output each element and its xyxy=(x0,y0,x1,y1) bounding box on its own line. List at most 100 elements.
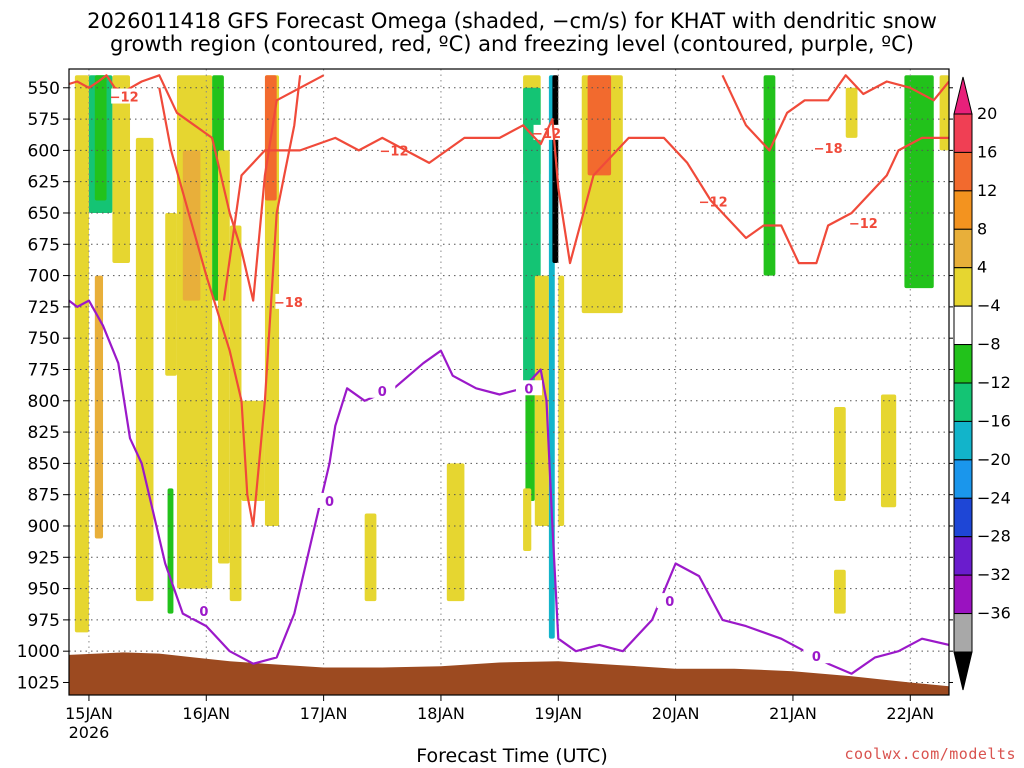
colorbar-label: −20 xyxy=(977,450,1011,469)
dgz-contour-line xyxy=(69,74,325,302)
colorbar-swatch xyxy=(953,459,973,499)
y-tick-label: 875 xyxy=(28,486,60,506)
y-tick-label: 900 xyxy=(28,517,60,537)
colorbar-under-triangle xyxy=(953,651,973,691)
omega-region xyxy=(446,463,465,602)
colorbar-swatch xyxy=(953,151,973,192)
omega-region xyxy=(880,394,897,508)
omega-region xyxy=(218,150,230,564)
freezing-contour-label-bg xyxy=(656,593,683,609)
freezing-contour-label: 0 xyxy=(812,650,821,665)
omega-region xyxy=(165,212,177,376)
omega-region xyxy=(939,75,949,151)
freezing-contour-line xyxy=(69,299,949,675)
y-tick-label: 550 xyxy=(28,79,60,99)
colorbar-label: −12 xyxy=(977,373,1011,392)
dgz-contour-line xyxy=(222,118,949,301)
omega-region xyxy=(587,75,612,176)
colorbar-label: 12 xyxy=(977,181,997,200)
y-tick-label: 650 xyxy=(28,204,60,224)
colorbar-label: −4 xyxy=(977,296,1001,315)
omega-region xyxy=(74,75,89,633)
colorbar-label: 16 xyxy=(977,142,997,161)
y-tick-label: 800 xyxy=(28,392,60,412)
y-tick-label: 825 xyxy=(28,423,60,443)
colorbar-swatch xyxy=(953,420,973,461)
dgz-contour-label-bg xyxy=(700,193,727,209)
colorbar-label: 20 xyxy=(977,104,997,123)
dgz-contour-label-bg xyxy=(850,214,877,230)
omega-region xyxy=(534,275,549,526)
y-tick-label: 950 xyxy=(28,580,60,600)
freezing-contour-label-bg xyxy=(316,492,343,508)
colorbar-over-triangle xyxy=(953,76,973,115)
y-tick-label: 925 xyxy=(28,548,60,568)
omega-region xyxy=(552,75,559,264)
x-tick-label: 19JAN xyxy=(534,704,582,723)
y-tick-label: 1025 xyxy=(17,673,60,693)
x-tick-label: 22JAN xyxy=(886,704,934,723)
dgz-contour-label: −18 xyxy=(274,296,303,311)
freezing-contour-label: 0 xyxy=(524,382,533,397)
colorbar-swatch xyxy=(953,382,973,422)
colorbar-swatch xyxy=(953,536,973,576)
colorbar-label: 8 xyxy=(977,219,987,238)
y-tick-label: 675 xyxy=(28,235,60,255)
colorbar-swatch xyxy=(953,190,973,230)
x-tick-label: 18JAN xyxy=(417,704,465,723)
y-tick-label: 700 xyxy=(28,267,60,287)
y-tick-label: 575 xyxy=(28,110,60,130)
colorbar-label: −8 xyxy=(977,335,1001,354)
y-tick-label: 975 xyxy=(28,611,60,631)
omega-region xyxy=(364,513,377,602)
freezing-contour-label-bg xyxy=(190,603,217,619)
colorbar-swatch xyxy=(953,497,973,538)
omega-region xyxy=(845,87,858,138)
colorbar-label: −32 xyxy=(977,565,1011,584)
x-tick-label: 16JAN xyxy=(182,704,230,723)
colorbar-swatch xyxy=(953,113,973,153)
colorbar-label: −24 xyxy=(977,488,1011,507)
freezing-contour-label: 0 xyxy=(199,605,208,620)
y-tick-label: 600 xyxy=(28,141,60,161)
colorbar-swatch xyxy=(953,613,973,653)
colorbar-swatch xyxy=(953,228,973,269)
y-tick-label: 1000 xyxy=(17,642,60,662)
x-axis-label: Forecast Time (UTC) xyxy=(416,745,608,767)
freezing-contour-label-bg xyxy=(369,382,396,398)
dgz-contour-label: −12 xyxy=(849,217,878,232)
freezing-contour-label: 0 xyxy=(378,385,387,400)
dgz-contour-label-bg xyxy=(111,88,138,104)
freezing-contour-label: 0 xyxy=(325,495,334,510)
x-tick-sublabel: 2026 xyxy=(69,723,110,742)
colorbar-swatch xyxy=(953,305,973,346)
y-tick-label: 750 xyxy=(28,329,60,349)
dgz-contour-label-bg xyxy=(381,142,408,158)
x-tick-label: 15JAN xyxy=(65,704,113,723)
dgz-contour-label: −12 xyxy=(110,91,139,106)
terrain-area xyxy=(69,652,949,695)
omega-region xyxy=(241,400,265,501)
colorbar-swatch xyxy=(953,574,973,615)
omega-region xyxy=(112,75,131,264)
colorbar-label: −16 xyxy=(977,411,1011,430)
omega-region xyxy=(834,569,846,614)
omega-region xyxy=(763,75,776,276)
dgz-contour-label-bg xyxy=(815,139,842,155)
chart-title-line1: 2026011418 GFS Forecast Omega (shaded, −… xyxy=(87,9,937,33)
colorbar-swatch xyxy=(953,344,973,384)
omega-region xyxy=(135,137,154,602)
omega-region xyxy=(94,75,107,201)
axis-layer: 550 575 600 625 650 675 700 725 750 775 800 825 850 8… xyxy=(17,68,953,742)
dgz-contour-label: −12 xyxy=(380,144,409,159)
omega-region xyxy=(523,488,532,552)
omega-region xyxy=(94,275,104,539)
x-tick-label: 20JAN xyxy=(652,704,700,723)
dgz-contour-label-bg xyxy=(275,293,302,309)
freezing-contour-label: 0 xyxy=(665,595,674,610)
freezing-contour-label-bg xyxy=(803,648,830,664)
colorbar-swatch xyxy=(953,267,973,307)
